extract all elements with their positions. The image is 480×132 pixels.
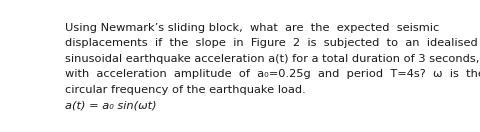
- Text: a(t) = a₀ sin(ωt): a(t) = a₀ sin(ωt): [64, 100, 156, 110]
- Text: with  acceleration  amplitude  of  a₀=0.25g  and  period  T=4s?  ω  is  the: with acceleration amplitude of a₀=0.25g …: [64, 69, 480, 79]
- Text: displacements  if  the  slope  in  Figure  2  is  subjected  to  an  idealised: displacements if the slope in Figure 2 i…: [64, 38, 476, 48]
- Text: Using Newmark’s sliding block,  what  are  the  expected  seismic: Using Newmark’s sliding block, what are …: [64, 23, 438, 33]
- Text: circular frequency of the earthquake load.: circular frequency of the earthquake loa…: [64, 85, 305, 95]
- Text: sinusoidal earthquake acceleration a(t) for a total duration of 3 seconds,: sinusoidal earthquake acceleration a(t) …: [64, 54, 478, 64]
